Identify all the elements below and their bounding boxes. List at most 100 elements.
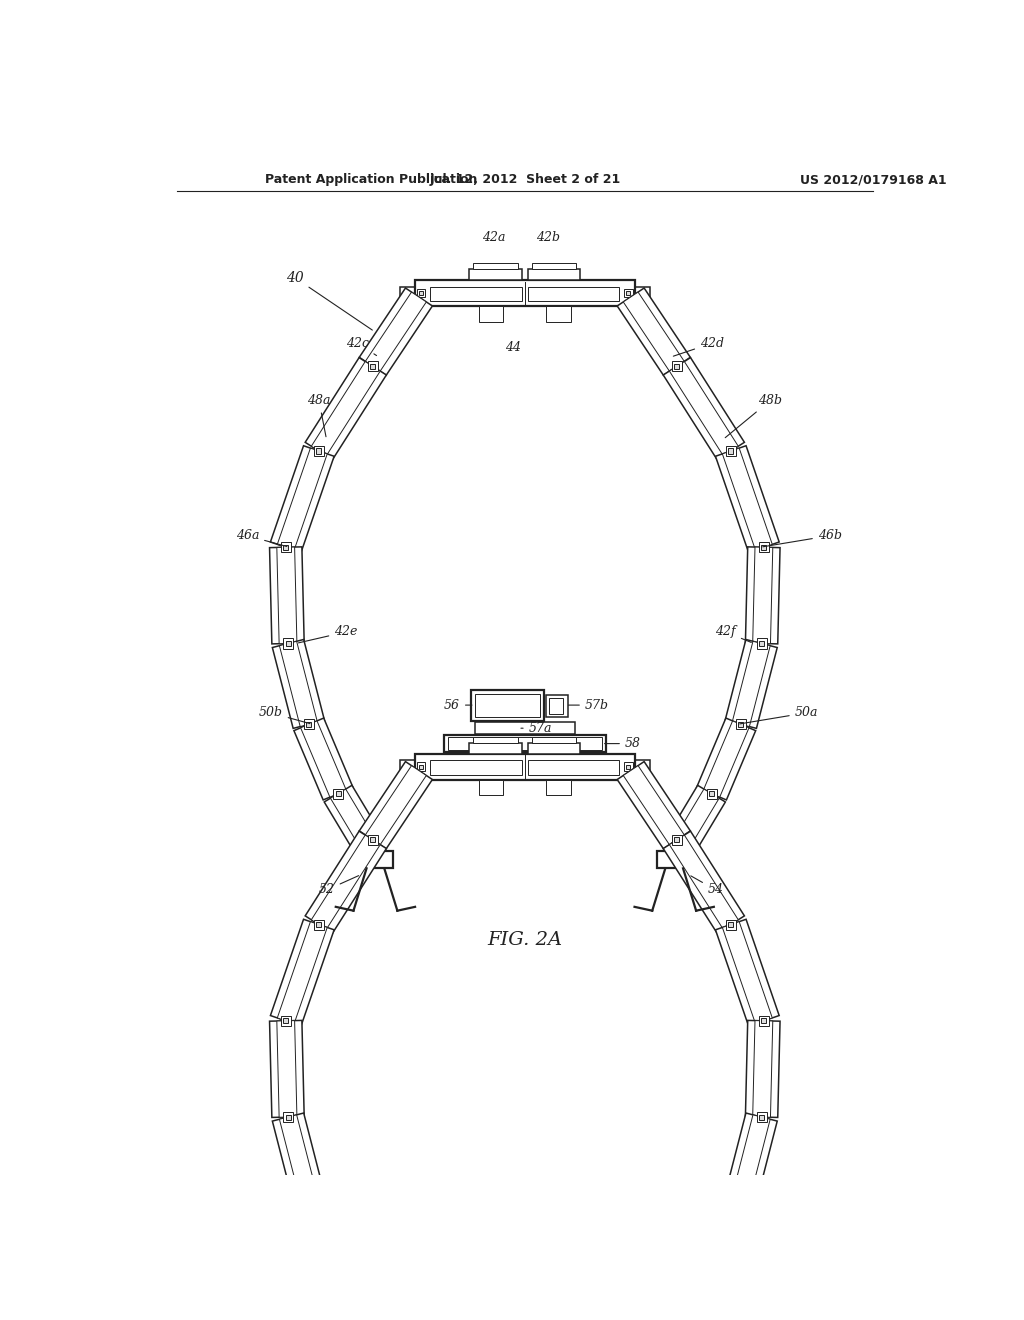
Bar [469,269,521,280]
Bar [528,269,581,280]
Polygon shape [325,1259,387,1320]
Bar [528,286,620,301]
Bar [738,1196,743,1200]
Bar [709,1265,714,1270]
Bar [672,834,682,845]
Polygon shape [305,358,386,459]
Text: 44: 44 [505,341,521,354]
Polygon shape [272,1113,325,1203]
Bar [316,449,322,454]
Bar [333,1262,343,1272]
Text: Jul. 12, 2012  Sheet 2 of 21: Jul. 12, 2012 Sheet 2 of 21 [429,173,621,186]
Bar [471,689,544,721]
Bar [473,737,518,743]
Polygon shape [276,546,297,644]
Polygon shape [696,1192,756,1274]
Bar [547,696,568,717]
Polygon shape [670,789,719,855]
Bar [707,788,717,799]
Bar [284,1018,288,1023]
Bar [762,1018,766,1023]
Bar [728,923,733,927]
Bar [656,851,697,869]
Text: FIG. 2A: FIG. 2A [487,931,562,949]
Text: 50a: 50a [739,706,818,723]
Bar [738,722,743,727]
Bar [368,834,378,845]
Polygon shape [663,1259,725,1320]
Text: 54: 54 [691,876,724,896]
Polygon shape [703,721,749,797]
Bar [759,1114,764,1119]
Polygon shape [280,1115,317,1200]
Bar [473,263,518,269]
Bar [306,1196,311,1200]
Polygon shape [278,921,328,1024]
Bar [283,1111,293,1122]
Bar [419,290,423,296]
Polygon shape [617,762,690,849]
Bar [625,289,633,297]
Polygon shape [670,836,738,929]
Bar [531,737,577,743]
Bar [286,1114,291,1119]
Polygon shape [294,1192,353,1274]
Polygon shape [696,718,756,800]
Polygon shape [305,832,386,933]
Bar [316,923,322,927]
Polygon shape [624,292,684,371]
Bar [283,639,293,648]
Bar [415,280,635,306]
Polygon shape [624,766,684,845]
Bar [528,743,581,754]
Bar [371,364,375,368]
Text: 42d: 42d [674,337,724,356]
Polygon shape [670,1263,719,1320]
Bar [707,1262,717,1272]
Polygon shape [716,919,779,1026]
Polygon shape [301,721,346,797]
Text: 42b: 42b [537,231,560,244]
Polygon shape [311,836,380,929]
Text: 40: 40 [286,271,373,330]
Bar [759,642,764,645]
Polygon shape [725,639,777,729]
Polygon shape [366,766,426,845]
Bar [284,545,288,549]
Bar [547,306,571,322]
Bar [759,1016,769,1026]
Polygon shape [331,1263,380,1320]
Bar [762,545,766,549]
Bar [447,738,602,750]
Bar [528,760,620,775]
Text: 48b: 48b [725,395,781,438]
Bar [736,1193,745,1203]
Polygon shape [732,642,770,726]
Bar [286,642,291,645]
Polygon shape [276,1020,297,1117]
Polygon shape [301,1195,346,1271]
Polygon shape [722,447,772,550]
Polygon shape [716,446,779,553]
Text: 42a: 42a [482,231,506,244]
Bar [304,719,313,730]
Text: 46b: 46b [763,529,842,546]
Bar [281,543,291,552]
Polygon shape [725,1113,777,1203]
Bar [304,1193,313,1203]
Polygon shape [745,1020,780,1118]
Bar [726,920,736,929]
Bar [675,364,679,368]
Polygon shape [745,546,780,644]
Text: 56: 56 [444,698,472,711]
Bar [736,719,745,730]
Text: Patent Application Publication: Patent Application Publication [265,173,477,186]
Bar [306,722,311,727]
Bar [333,788,343,799]
Text: 52: 52 [318,875,358,896]
Bar [368,362,378,371]
Polygon shape [703,1195,749,1271]
Polygon shape [294,718,353,800]
Text: 42f: 42f [716,626,752,643]
Bar [728,449,733,454]
